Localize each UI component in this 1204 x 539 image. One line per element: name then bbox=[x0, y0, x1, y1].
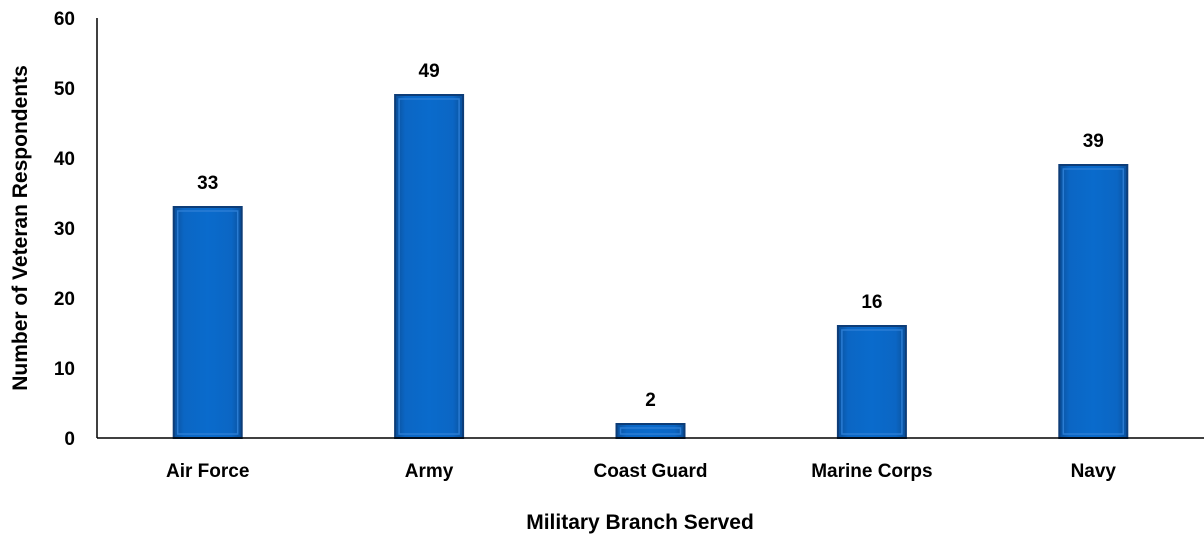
bar-bevel bbox=[1062, 168, 1125, 435]
x-tick-label: Army bbox=[405, 461, 454, 482]
x-axis-title: Military Branch Served bbox=[526, 511, 754, 534]
bar bbox=[1058, 164, 1129, 439]
y-tick-label: 50 bbox=[54, 79, 75, 100]
bar bbox=[615, 423, 686, 439]
bar bbox=[836, 325, 907, 439]
bars bbox=[172, 94, 1129, 439]
data-label: 33 bbox=[197, 173, 218, 194]
bar-bevel bbox=[841, 329, 903, 435]
x-tick-label: Marine Corps bbox=[811, 461, 932, 482]
y-tick-label: 10 bbox=[54, 359, 75, 380]
bar-bevel bbox=[398, 98, 460, 435]
y-axis-title: Number of Veteran Respondents bbox=[9, 65, 32, 391]
y-tick-label: 60 bbox=[54, 9, 75, 30]
x-tick-label: Air Force bbox=[166, 461, 249, 482]
y-tick-label: 0 bbox=[64, 429, 75, 450]
data-label: 39 bbox=[1083, 131, 1104, 152]
bar-bevel bbox=[176, 210, 239, 435]
y-tick-label: 20 bbox=[54, 289, 75, 310]
x-axis-categories: Air Force Army Coast Guard Marine Corps Navy bbox=[166, 461, 1116, 482]
data-labels: 33 49 2 16 39 bbox=[197, 61, 1104, 411]
bar bbox=[172, 206, 243, 439]
data-label: 49 bbox=[419, 61, 440, 82]
y-tick-label: 30 bbox=[54, 219, 75, 240]
y-axis-ticks: 0 10 20 30 40 50 60 bbox=[54, 9, 75, 450]
bar bbox=[394, 94, 465, 439]
data-label: 16 bbox=[861, 292, 882, 313]
x-tick-label: Coast Guard bbox=[593, 461, 707, 482]
data-label: 2 bbox=[645, 390, 656, 411]
y-tick-label: 40 bbox=[54, 149, 75, 170]
x-tick-label: Navy bbox=[1071, 461, 1117, 482]
bar-bevel bbox=[619, 427, 682, 435]
